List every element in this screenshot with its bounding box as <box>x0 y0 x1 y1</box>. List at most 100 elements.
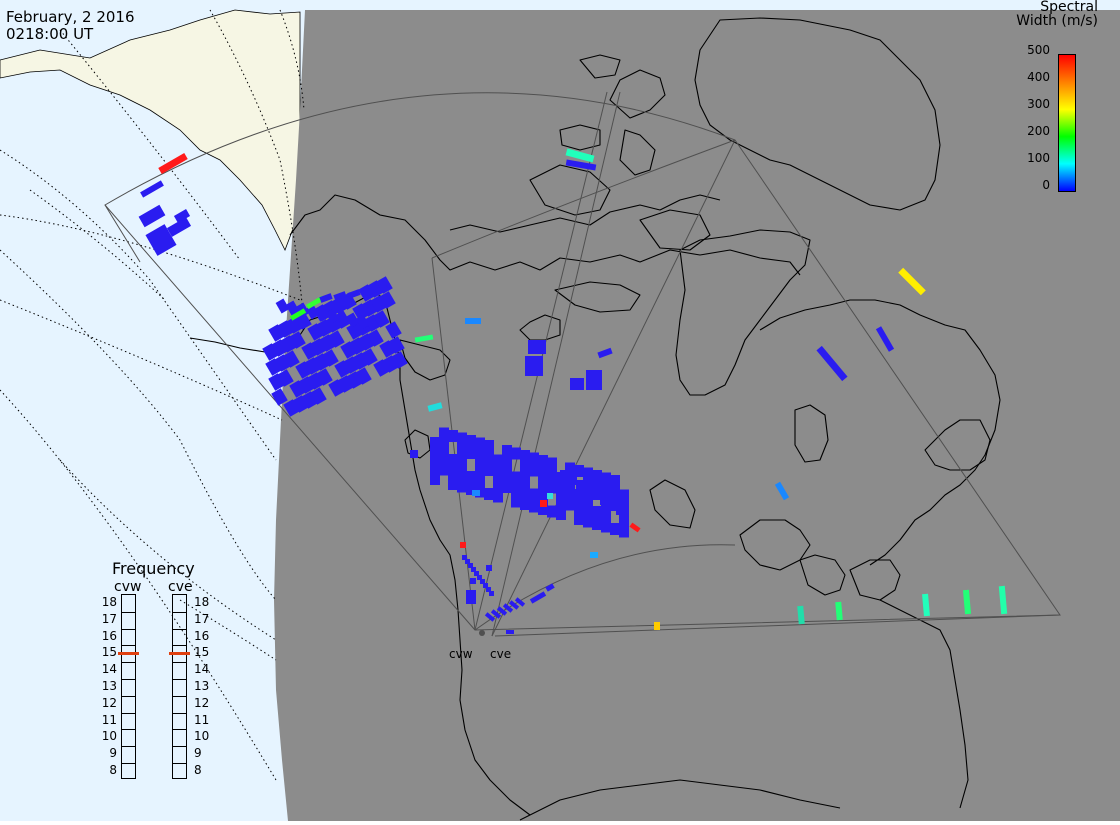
echo-cell <box>484 440 494 452</box>
frequency-scale-divider <box>173 611 186 613</box>
echo-cell <box>601 472 611 485</box>
echo-cell <box>565 148 595 163</box>
frequency-title: Frequency <box>112 559 195 578</box>
echo-cell <box>816 345 848 382</box>
echo-cell <box>565 498 575 511</box>
frequency-scale-divider <box>122 729 135 731</box>
echo-cell <box>502 481 512 493</box>
echo-cell <box>484 452 494 464</box>
echo-cell <box>574 513 584 525</box>
echo-cell <box>592 482 602 494</box>
echo-cell <box>568 475 577 485</box>
echo-cell <box>316 319 333 337</box>
echo-cell <box>610 475 620 487</box>
echo-cell <box>538 503 548 515</box>
echo-cell <box>298 376 315 394</box>
echo-cell <box>465 559 470 564</box>
echo-cell <box>511 471 521 484</box>
echo-cell <box>283 350 300 368</box>
echo-cell <box>334 360 351 378</box>
echo-cell <box>448 430 458 442</box>
echo-cell <box>280 335 297 353</box>
echo-cell <box>547 457 557 470</box>
echo-cell <box>520 474 530 486</box>
echo-cell <box>439 463 449 476</box>
frequency-marker-cve <box>169 651 190 655</box>
echo-cell <box>490 609 502 619</box>
echo-cell <box>584 485 593 495</box>
echo-cell <box>483 583 488 588</box>
colorbar-title-line1: Spectral <box>1040 0 1098 15</box>
echo-cell <box>475 449 485 462</box>
echo-cell <box>619 513 629 526</box>
echo-cell <box>376 276 393 294</box>
echo-cell <box>343 356 360 374</box>
echo-cell <box>506 630 514 634</box>
echo-cell <box>545 583 555 592</box>
echo-cell <box>457 468 467 481</box>
frequency-scale-divider <box>122 695 135 697</box>
echo-cell <box>608 500 617 510</box>
echo-cell <box>316 368 333 386</box>
frequency-tick: 9 <box>109 746 117 761</box>
echo-cell <box>319 293 333 303</box>
echo-cell <box>319 334 336 352</box>
echo-cell <box>145 224 177 256</box>
date-label: February, 2 2016 <box>6 8 135 26</box>
echo-cell <box>654 622 660 630</box>
echo-cell <box>301 391 318 409</box>
echo-cell <box>520 498 530 510</box>
echo-cell <box>590 552 598 558</box>
echo-cell <box>565 159 597 171</box>
colorbar <box>1058 54 1076 192</box>
echo-cell <box>285 300 300 316</box>
echo-cell <box>315 306 330 322</box>
frequency-scale-cve <box>172 594 187 779</box>
echo-cell <box>358 333 375 351</box>
echo-cell <box>502 469 512 481</box>
frequency-tick: 11 <box>194 712 210 727</box>
echo-cell <box>502 445 512 457</box>
echo-cell <box>511 447 521 460</box>
echo-cell <box>525 356 543 376</box>
echo-cell <box>448 454 458 466</box>
echo-cell <box>430 437 440 449</box>
echo-cell <box>140 180 164 198</box>
echo-cell <box>138 204 166 228</box>
echo-cell <box>471 567 476 572</box>
echo-cell <box>313 353 330 371</box>
echo-cell <box>173 209 191 223</box>
echo-cell <box>295 361 312 379</box>
echo-cell <box>310 338 327 356</box>
echo-cell <box>486 565 492 571</box>
colorbar-tick: 300 <box>1027 97 1050 111</box>
echo-cell <box>370 295 387 313</box>
echo-cell <box>583 467 593 480</box>
frequency-tick: 18 <box>101 595 117 609</box>
echo-cell <box>610 523 620 535</box>
echo-cell <box>468 563 473 568</box>
frequency-scale-divider <box>173 763 186 764</box>
echo-cell <box>529 452 539 465</box>
echo-cell <box>528 340 546 354</box>
frequency-tick: 17 <box>101 611 117 626</box>
echo-cell <box>583 503 593 516</box>
echo-cell <box>477 575 482 580</box>
echo-cell <box>379 340 396 358</box>
echo-cell <box>576 480 585 490</box>
echo-cell <box>474 571 479 576</box>
echo-cell <box>496 606 508 616</box>
echo-cell <box>430 461 440 473</box>
echo-cell <box>166 217 192 237</box>
echo-cell <box>601 508 611 521</box>
radar-site-label-cvw: cvw <box>449 647 473 661</box>
day-land <box>0 9 301 251</box>
echo-cell <box>328 379 345 397</box>
frequency-tick: 8 <box>194 763 202 777</box>
echo-cell <box>538 467 548 479</box>
echo-cell <box>601 484 611 497</box>
echo-cell <box>262 343 279 361</box>
echo-cell <box>352 352 369 370</box>
echo-cell <box>292 395 309 413</box>
